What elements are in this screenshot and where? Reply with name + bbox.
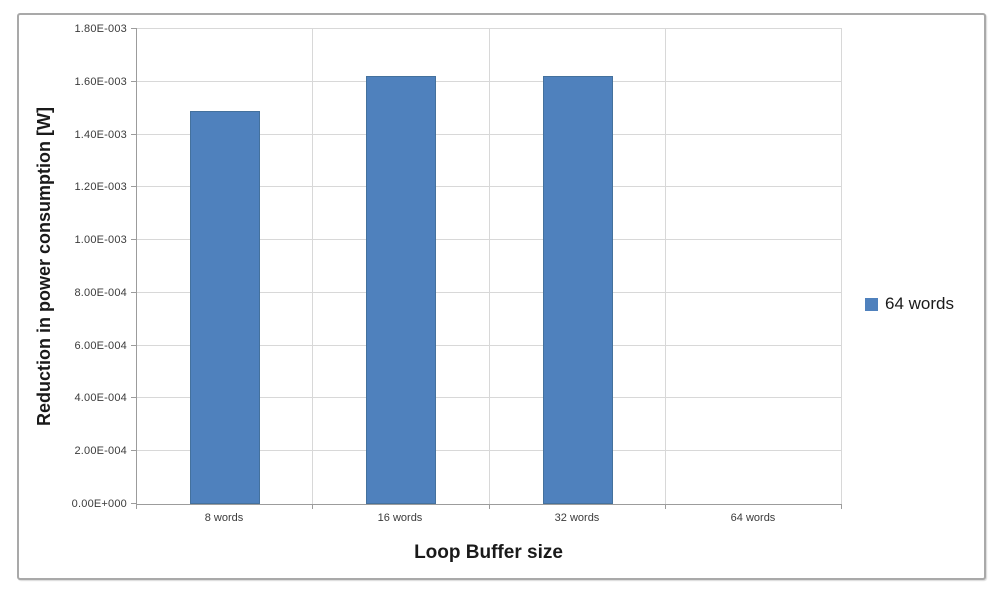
y-tick-label: 8.00E-004 bbox=[74, 286, 127, 299]
y-axis-tick-labels: 0.00E+000 2.00E-004 4.00E-004 6.00E-004 8.00… bbox=[19, 23, 127, 510]
gridline-horizontal bbox=[137, 133, 842, 135]
gridline-horizontal bbox=[137, 186, 842, 188]
gridline-horizontal bbox=[137, 291, 842, 293]
gridline-horizontal bbox=[137, 344, 842, 346]
legend: 64 words bbox=[865, 294, 954, 314]
y-tick-label: 6.00E-004 bbox=[74, 339, 127, 352]
y-axis-tick bbox=[131, 80, 137, 82]
gridline-vertical bbox=[312, 29, 314, 504]
plot-area bbox=[131, 28, 842, 509]
x-category-label: 64 words bbox=[730, 512, 776, 524]
x-axis-tick bbox=[312, 504, 314, 509]
y-tick-label: 4.00E-004 bbox=[74, 392, 127, 405]
x-category-label: 8 words bbox=[204, 512, 244, 524]
gridline-horizontal bbox=[137, 28, 842, 29]
x-axis-title: Loop Buffer size bbox=[414, 542, 563, 563]
y-axis-tick bbox=[131, 186, 137, 188]
gridline-vertical bbox=[488, 29, 490, 504]
gridline-vertical bbox=[841, 29, 842, 504]
y-axis-tick bbox=[131, 503, 137, 504]
y-tick-label: 2.00E-004 bbox=[74, 445, 127, 458]
x-category-label: 32 words bbox=[554, 512, 600, 524]
gridline-horizontal bbox=[137, 450, 842, 452]
x-category-label: 16 words bbox=[377, 512, 423, 524]
bar-32-words bbox=[543, 76, 613, 504]
y-axis-tick bbox=[131, 133, 137, 135]
y-tick-label: 1.60E-003 bbox=[74, 75, 127, 88]
gridline-horizontal bbox=[137, 80, 842, 82]
y-axis-tick bbox=[131, 28, 137, 29]
gridline-vertical bbox=[664, 29, 666, 504]
bar-16-words bbox=[366, 76, 436, 504]
y-tick-label: 1.20E-003 bbox=[74, 181, 127, 194]
y-axis-tick bbox=[131, 397, 137, 399]
y-axis-tick bbox=[131, 291, 137, 293]
x-axis-tick-labels: 8 words 16 words 32 words 64 words bbox=[136, 512, 841, 528]
y-axis-tick bbox=[131, 450, 137, 452]
chart-frame: Reduction in power consumption [W] 0.00E… bbox=[17, 13, 986, 580]
x-axis-tick bbox=[488, 504, 490, 509]
y-tick-label: 1.80E-003 bbox=[74, 23, 127, 35]
gridline-horizontal bbox=[137, 397, 842, 399]
bar-8-words bbox=[190, 111, 260, 504]
x-axis-tick bbox=[136, 504, 137, 509]
y-tick-label: 1.40E-003 bbox=[74, 128, 127, 141]
y-tick-label: 0.00E+000 bbox=[71, 498, 127, 510]
y-axis-tick bbox=[131, 344, 137, 346]
legend-label: 64 words bbox=[885, 294, 954, 313]
legend-swatch bbox=[865, 297, 878, 311]
y-axis-tick bbox=[131, 239, 137, 241]
gridline-horizontal bbox=[137, 239, 842, 241]
x-axis-tick bbox=[664, 504, 666, 509]
y-tick-label: 1.00E-003 bbox=[74, 234, 127, 247]
x-axis-tick bbox=[841, 504, 842, 509]
